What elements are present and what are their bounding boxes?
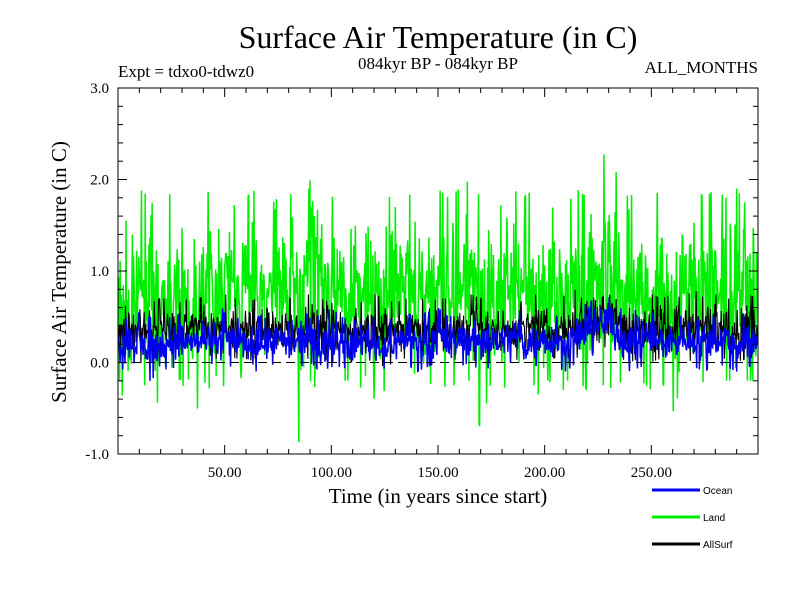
chart-subtitle-left: Expt = tdxo0-tdwz0: [118, 62, 254, 81]
legend: Ocean Land AllSurf: [652, 486, 733, 551]
x-tick-label: 100.00: [311, 465, 352, 481]
legend-label-land: Land: [703, 513, 725, 524]
x-tick-label: 50.00: [208, 465, 242, 481]
x-tick-label: 150.00: [417, 465, 458, 481]
y-axis-label: Surface Air Temperature (in C): [47, 141, 71, 403]
plot-area: [118, 154, 758, 443]
chart-subtitle-right: ALL_MONTHS: [645, 58, 758, 77]
x-tick-label: 200.00: [524, 465, 565, 481]
series-land: [118, 154, 758, 443]
y-tick-label: -1.0: [85, 447, 109, 463]
y-tick-label: 0.0: [90, 356, 109, 372]
x-axis-label: Time (in years since start): [329, 484, 548, 508]
x-axis: 50.00 100.00 150.00 200.00 250.00: [138, 88, 738, 481]
legend-label-allsurf: AllSurf: [703, 540, 733, 551]
legend-label-ocean: Ocean: [703, 486, 732, 497]
series-line-land: [118, 154, 758, 443]
series-line-ocean: [118, 297, 758, 381]
x-tick-label: 250.00: [631, 465, 672, 481]
y-tick-label: 3.0: [90, 81, 109, 97]
chart-title: Surface Air Temperature (in C): [239, 19, 638, 55]
y-axis: -1.0 0.0 1.0 2.0 3.0: [85, 81, 758, 463]
y-tick-label: 1.0: [90, 264, 109, 280]
series-layer: [118, 154, 758, 443]
y-tick-label: 2.0: [90, 173, 109, 189]
series-ocean: [118, 297, 758, 381]
chart-subtitle-center: 084kyr BP - 084kyr BP: [358, 54, 518, 73]
